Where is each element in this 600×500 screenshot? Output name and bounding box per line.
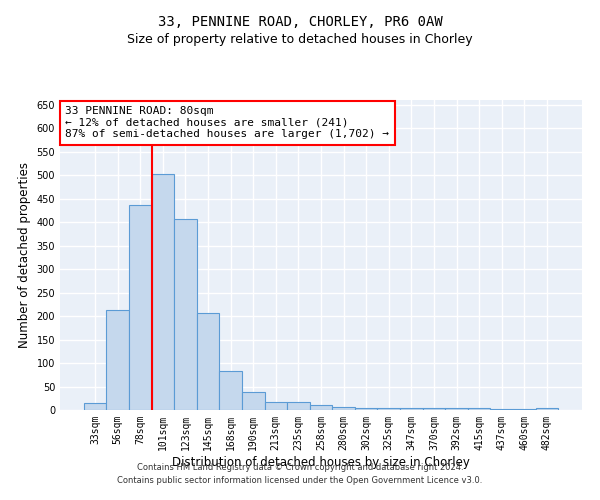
- Y-axis label: Number of detached properties: Number of detached properties: [18, 162, 31, 348]
- Bar: [242, 392, 265, 410]
- Bar: [513, 408, 536, 410]
- Bar: [332, 407, 355, 410]
- Bar: [129, 204, 152, 410]
- Text: Size of property relative to detached houses in Chorley: Size of property relative to detached ho…: [127, 32, 473, 46]
- Bar: [377, 408, 400, 410]
- Bar: [174, 219, 197, 410]
- Bar: [84, 403, 106, 410]
- Bar: [468, 408, 490, 410]
- Bar: [445, 408, 468, 410]
- Bar: [106, 310, 129, 410]
- X-axis label: Distribution of detached houses by size in Chorley: Distribution of detached houses by size …: [172, 456, 470, 468]
- Bar: [355, 408, 377, 410]
- Text: Contains public sector information licensed under the Open Government Licence v3: Contains public sector information licen…: [118, 476, 482, 485]
- Bar: [422, 408, 445, 410]
- Bar: [220, 370, 242, 410]
- Bar: [536, 408, 558, 410]
- Bar: [490, 408, 513, 410]
- Bar: [265, 402, 287, 410]
- Bar: [400, 408, 422, 410]
- Text: 33 PENNINE ROAD: 80sqm
← 12% of detached houses are smaller (241)
87% of semi-de: 33 PENNINE ROAD: 80sqm ← 12% of detached…: [65, 106, 389, 140]
- Text: Contains HM Land Registry data © Crown copyright and database right 2024.: Contains HM Land Registry data © Crown c…: [137, 464, 463, 472]
- Bar: [287, 402, 310, 410]
- Bar: [197, 313, 220, 410]
- Text: 33, PENNINE ROAD, CHORLEY, PR6 0AW: 33, PENNINE ROAD, CHORLEY, PR6 0AW: [158, 15, 442, 29]
- Bar: [310, 406, 332, 410]
- Bar: [152, 174, 174, 410]
